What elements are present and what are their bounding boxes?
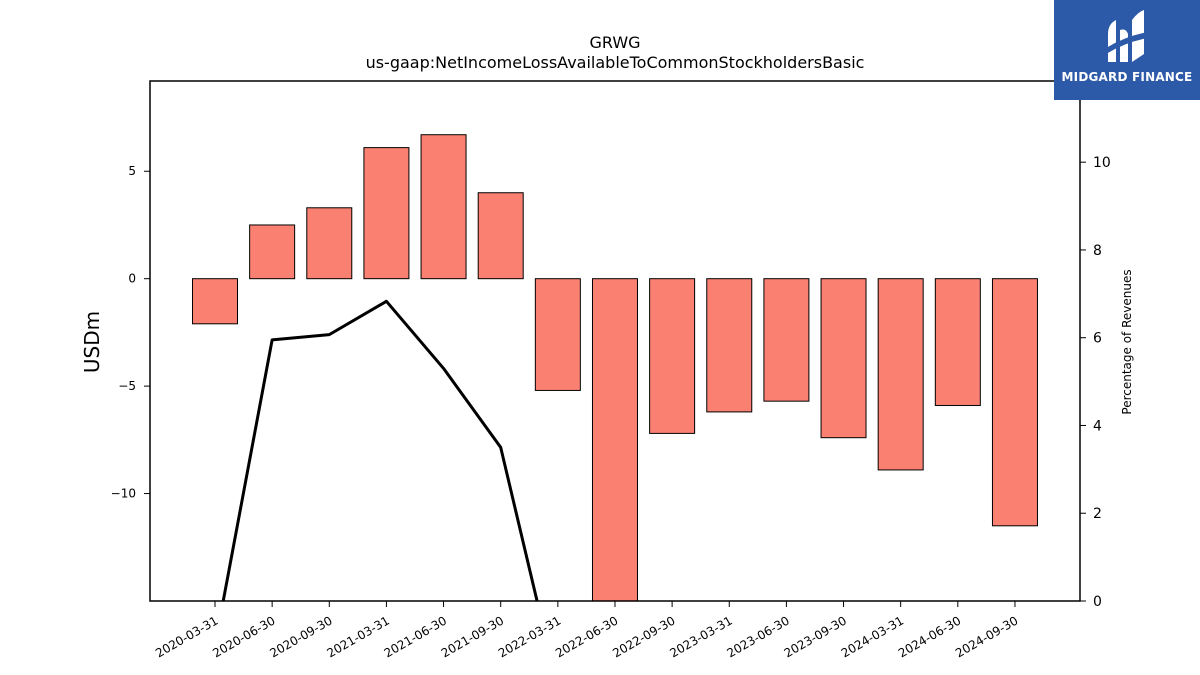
bar-2020-06-30 (249, 224, 296, 280)
chart-title: GRWG (589, 33, 640, 52)
y-tick-label: 0 (128, 272, 136, 286)
bar-2023-03-31 (706, 278, 753, 413)
midgard-logo-icon (1106, 10, 1148, 62)
y2-axis-label: Percentage of Revenues (1120, 269, 1134, 414)
y-axis-label: USDm (80, 311, 104, 373)
bar-2022-06-30 (591, 278, 638, 601)
x-tick-label: 2023-03-31 (667, 613, 734, 660)
y2-tick-label: 6 (1093, 331, 1102, 347)
bar-2023-09-30 (820, 278, 867, 439)
y-tick-label: −10 (111, 487, 136, 501)
y2-tick-label: 10 (1093, 155, 1111, 171)
y2-tick-label: 8 (1093, 243, 1102, 259)
x-tick-label: 2021-03-31 (325, 613, 392, 660)
bar-2021-09-30 (477, 192, 524, 280)
plot-area (192, 134, 1038, 601)
bar-2021-06-30 (420, 134, 467, 280)
bar-2020-03-31 (192, 278, 238, 325)
x-tick-label: 2021-06-30 (382, 613, 449, 660)
x-tick-label: 2023-09-30 (782, 613, 849, 660)
x-tick-label: 2021-09-30 (439, 613, 506, 660)
y2-tick-label: 0 (1093, 594, 1102, 610)
percentage-line (221, 299, 539, 601)
chart-subtitle: us-gaap:NetIncomeLossAvailableToCommonSt… (366, 53, 865, 72)
y2-tick-label: 2 (1093, 506, 1102, 522)
bar-2024-09-30 (991, 278, 1038, 527)
x-tick-label: 2024-09-30 (953, 613, 1020, 660)
x-tick-label: 2023-06-30 (724, 613, 791, 660)
x-tick-label: 2022-09-30 (610, 613, 677, 660)
midgard-finance-logo: MIDGARD FINANCE (1054, 0, 1200, 100)
bar-2022-03-31 (534, 278, 581, 391)
x-tick-label: 2022-03-31 (496, 613, 563, 660)
bar-2023-06-30 (763, 278, 810, 402)
logo-text: MIDGARD FINANCE (1061, 70, 1193, 84)
x-tick-label: 2022-06-30 (553, 613, 620, 660)
y2-tick-label: 4 (1093, 418, 1102, 434)
x-tick-label: 2020-06-30 (210, 613, 277, 660)
bar-2021-03-31 (363, 147, 410, 280)
bar-2024-03-31 (877, 278, 924, 471)
bar-2020-09-30 (306, 207, 353, 280)
y-tick-label: 5 (128, 164, 136, 178)
x-tick-label: 2020-09-30 (267, 613, 334, 660)
x-tick-label: 2024-03-31 (839, 613, 906, 660)
bar-2024-06-30 (934, 278, 981, 406)
x-tick-label: 2024-06-30 (896, 613, 963, 660)
x-tick-label: 2020-03-31 (153, 613, 220, 660)
y-tick-label: −5 (118, 379, 136, 393)
bar-2022-09-30 (649, 278, 696, 434)
